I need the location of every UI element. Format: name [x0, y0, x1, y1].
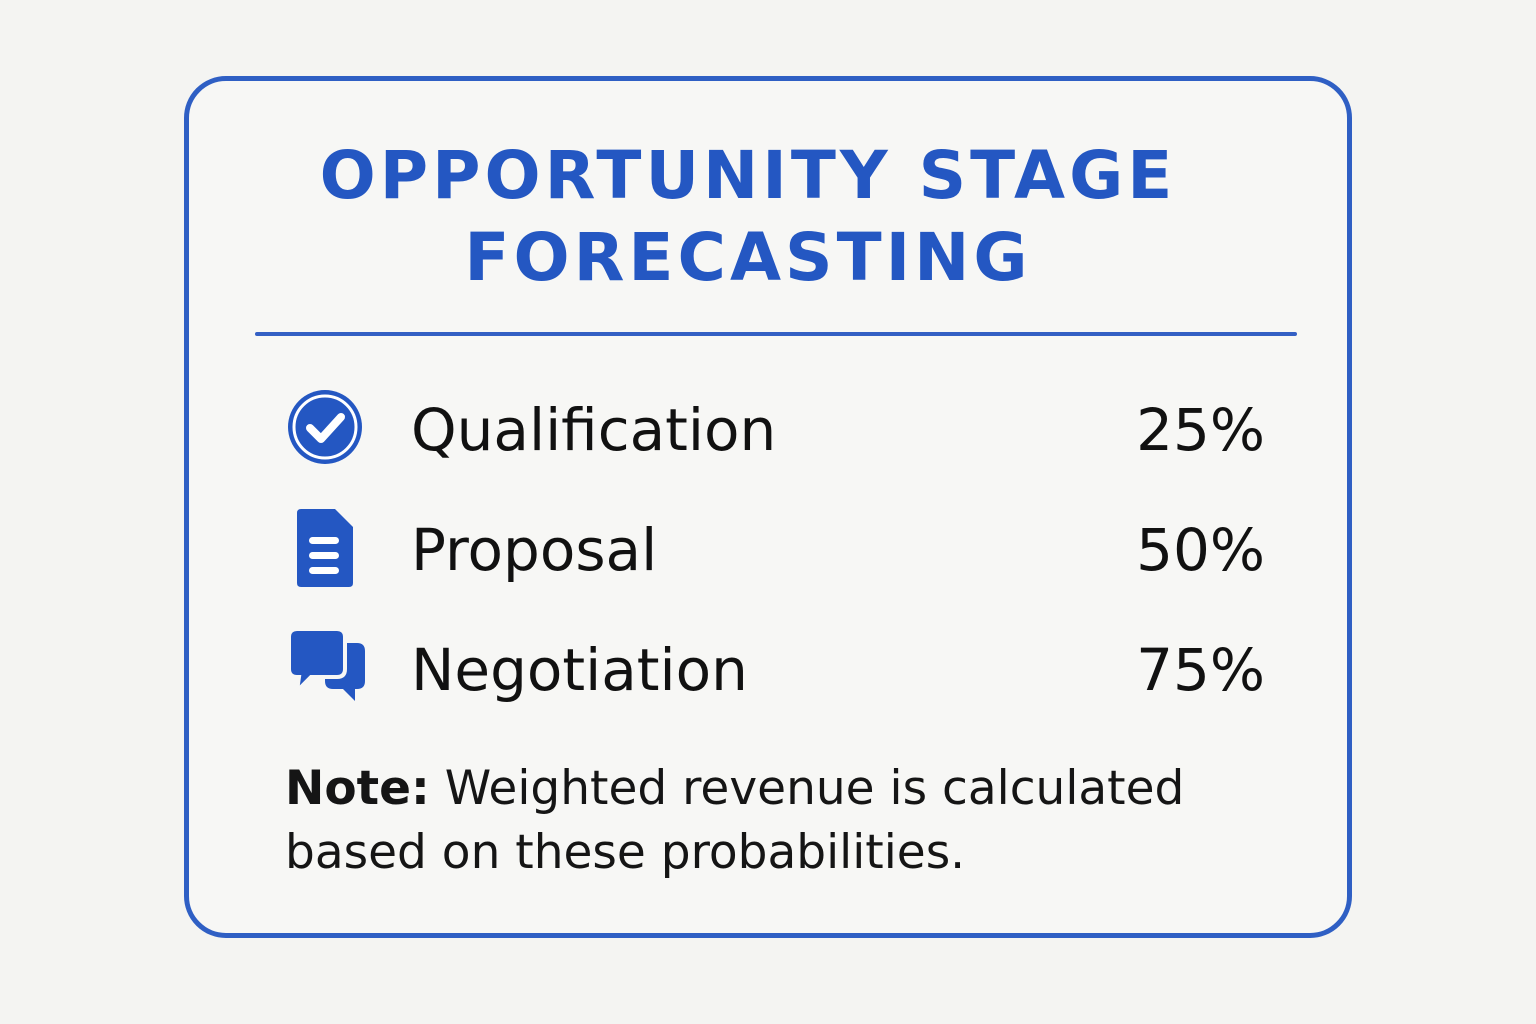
stage-probability: 25%: [1136, 396, 1265, 464]
note-text: Weighted revenue is calculated based on …: [285, 761, 1185, 880]
stage-row-negotiation: Negotiation 75%: [285, 625, 1265, 715]
stage-row-qualification: Qualification 25%: [285, 385, 1265, 475]
stage-label: Negotiation: [411, 636, 748, 704]
forecast-card: OPPORTUNITY STAGE FORECASTING Qualificat…: [184, 76, 1352, 938]
title-line-1: OPPORTUNITY STAGE: [319, 137, 1177, 214]
note-label: Note:: [285, 761, 430, 816]
stage-label: Qualification: [411, 396, 777, 464]
document-icon: [285, 505, 369, 595]
title-line-2: FORECASTING: [464, 219, 1032, 296]
chat-bubbles-icon: [285, 625, 369, 715]
title-divider: [255, 332, 1297, 336]
stage-row-proposal: Proposal 50%: [285, 505, 1265, 595]
card-title: OPPORTUNITY STAGE FORECASTING: [189, 135, 1307, 299]
footnote: Note: Weighted revenue is calculated bas…: [285, 757, 1245, 885]
stage-probability: 50%: [1136, 516, 1265, 584]
stage-label: Proposal: [411, 516, 658, 584]
stage-probability: 75%: [1136, 636, 1265, 704]
check-circle-icon: [285, 385, 369, 475]
